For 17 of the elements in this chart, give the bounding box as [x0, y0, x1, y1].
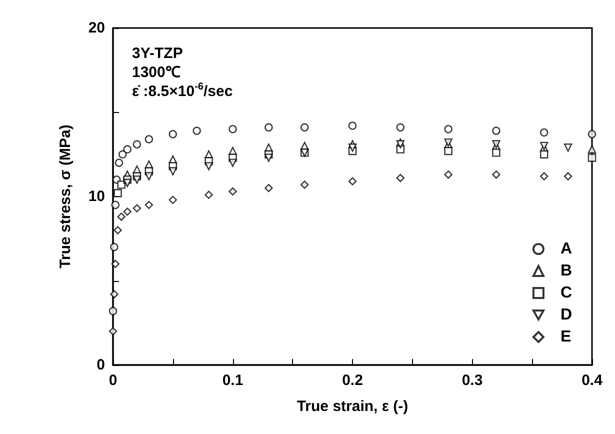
legend-label: B — [560, 262, 572, 280]
legend-label: A — [560, 240, 572, 258]
y-tick-label: 0 — [96, 356, 105, 374]
x-tick-label: 0 — [108, 372, 118, 389]
x-tick-label: 0.2 — [342, 372, 363, 389]
y-axis-title: True stress, σ (MPa) — [57, 124, 74, 268]
legend-label: D — [560, 306, 572, 324]
x-tick-label: 0.3 — [462, 372, 483, 389]
x-tick-label: 0.1 — [222, 372, 244, 389]
x-axis-title: True strain, ε (-) — [296, 398, 408, 415]
annotation: 3Y-TZP — [132, 45, 183, 62]
y-tick-label: 20 — [88, 20, 105, 36]
legend-label: C — [560, 284, 572, 302]
legend-label: E — [560, 328, 572, 346]
annotation: 1300℃ — [132, 64, 180, 81]
y-tick-label: 10 — [88, 188, 105, 205]
x-tick-label: 0.4 — [582, 372, 604, 389]
